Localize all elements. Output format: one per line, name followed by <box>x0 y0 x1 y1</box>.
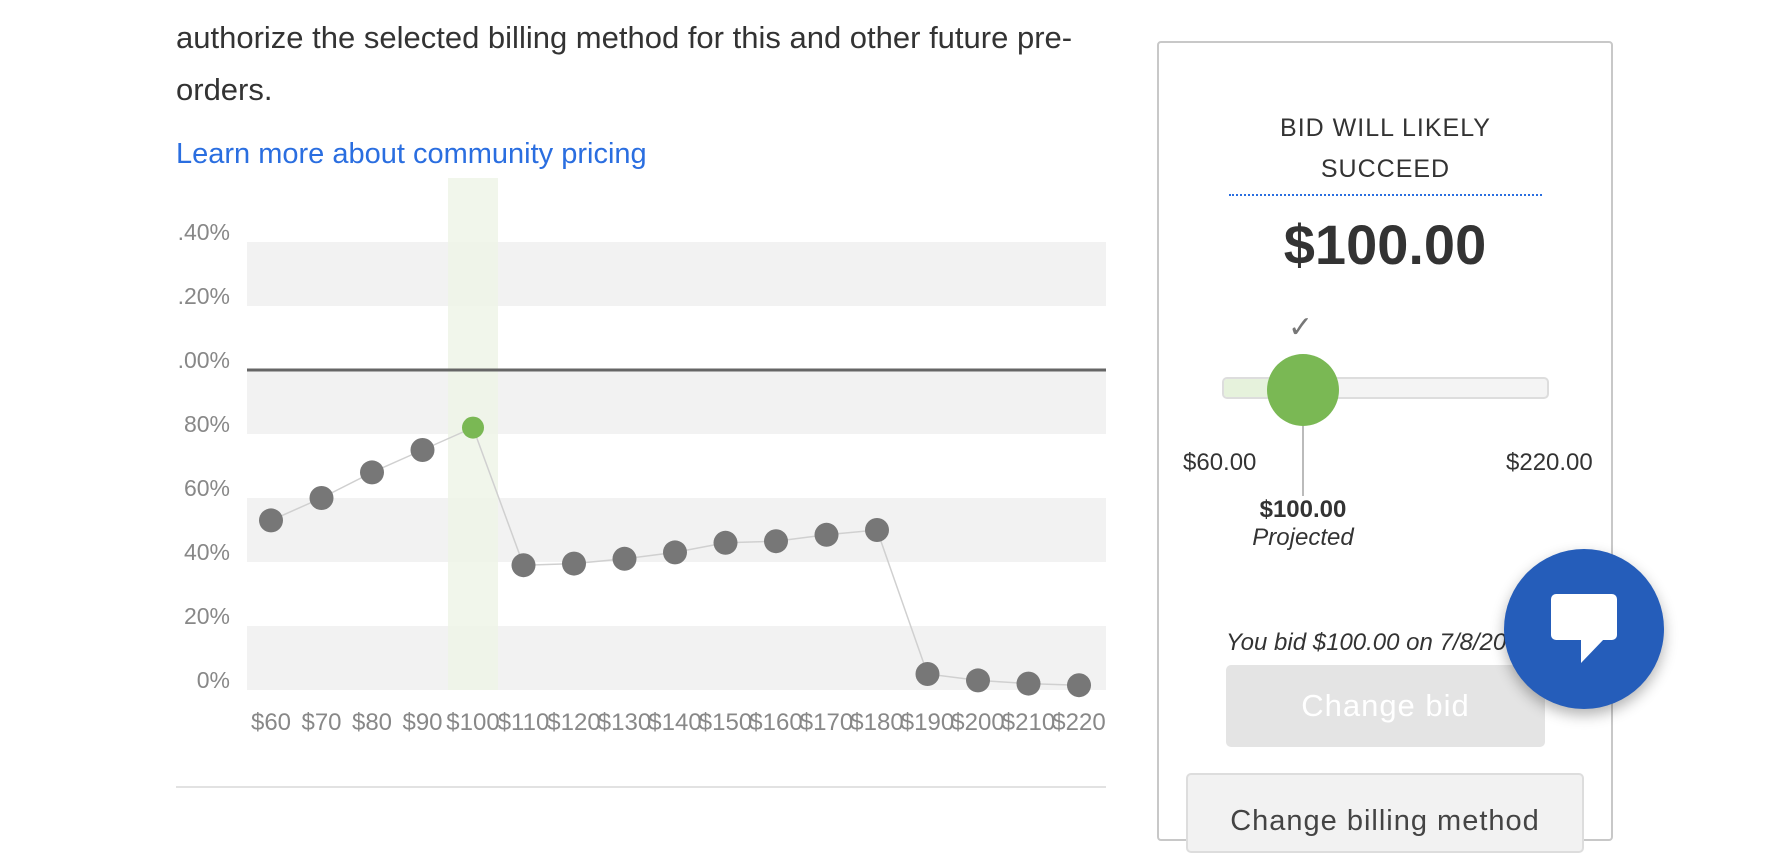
data-point <box>915 662 940 686</box>
data-point <box>462 416 484 439</box>
grid-band <box>247 242 1106 306</box>
grid-band <box>247 370 1106 434</box>
x-tick-label: $160 <box>749 709 802 736</box>
y-tick-label: 40% <box>184 539 230 565</box>
learn-more-community-pricing-link[interactable]: Learn more about community pricing <box>176 138 647 170</box>
slider-min-label: $60.00 <box>1183 449 1257 476</box>
x-tick-label: $100 <box>446 709 499 736</box>
chat-bubble-icon <box>1551 594 1617 663</box>
data-point <box>410 438 435 462</box>
bid-slider-handle[interactable] <box>1267 354 1339 426</box>
x-tick-label: $190 <box>901 709 954 736</box>
x-tick-label: $220 <box>1052 709 1105 736</box>
checkmark-icon: ✓ <box>1288 311 1314 344</box>
data-point <box>966 668 990 693</box>
data-point <box>612 546 637 571</box>
x-tick-label: $110 <box>498 709 550 736</box>
data-point <box>360 460 384 485</box>
projected-marker-line <box>1302 426 1304 496</box>
data-point <box>511 553 536 578</box>
data-point <box>259 508 283 533</box>
data-point <box>562 551 586 576</box>
data-point <box>1016 671 1041 696</box>
x-tick-label: $150 <box>699 709 752 736</box>
y-tick-label: 80% <box>184 411 230 437</box>
data-point <box>663 540 687 565</box>
y-tick-label: 20% <box>184 603 230 629</box>
y-tick-label: .40% <box>178 219 230 245</box>
x-tick-label: $210 <box>1002 709 1055 736</box>
your-bid-info: You bid $100.00 on 7/8/20 <box>1226 629 1507 656</box>
x-tick-label: $180 <box>850 709 903 736</box>
x-tick-label: $90 <box>402 709 442 736</box>
y-tick-label: .00% <box>178 347 230 373</box>
section-divider <box>176 786 1106 788</box>
data-point <box>814 522 839 547</box>
data-point <box>1067 673 1091 698</box>
grid-band <box>247 626 1106 690</box>
x-tick-label: $120 <box>547 709 600 736</box>
bid-price: $100.00 <box>1283 213 1487 276</box>
y-tick-label: 60% <box>184 475 230 501</box>
x-tick-label: $170 <box>800 709 853 736</box>
x-tick-label: $70 <box>301 709 341 736</box>
change-billing-method-button[interactable]: Change billing method <box>1186 773 1584 853</box>
projected-label: Projected <box>1252 524 1354 551</box>
projected-value: $100.00 <box>1259 496 1347 523</box>
chat-button[interactable] <box>1504 549 1664 709</box>
data-point <box>764 529 788 554</box>
x-tick-label: $200 <box>951 709 1004 736</box>
bid-status: BID WILL LIKELY SUCCEED <box>1229 108 1542 196</box>
x-tick-label: $130 <box>598 709 651 736</box>
y-tick-label: .20% <box>178 283 230 309</box>
data-point <box>713 530 738 555</box>
change-bid-button[interactable]: Change bid <box>1226 665 1545 747</box>
data-point <box>865 518 889 542</box>
x-tick-label: $80 <box>352 709 392 736</box>
y-tick-label: 0% <box>197 667 230 693</box>
community-pricing-chart: .40%.20%.00%80%60%40%20%0%$60 $70 $80 $90 $1… <box>178 178 1120 750</box>
x-tick-label: $140 <box>648 709 701 736</box>
x-tick-label: $60 <box>251 709 291 736</box>
pre-order-authorization-text: authorize the selected billing method fo… <box>176 20 1073 107</box>
data-point <box>309 486 334 510</box>
slider-max-label: $220.00 <box>1506 449 1593 476</box>
x-axis-clip <box>1106 700 1120 750</box>
